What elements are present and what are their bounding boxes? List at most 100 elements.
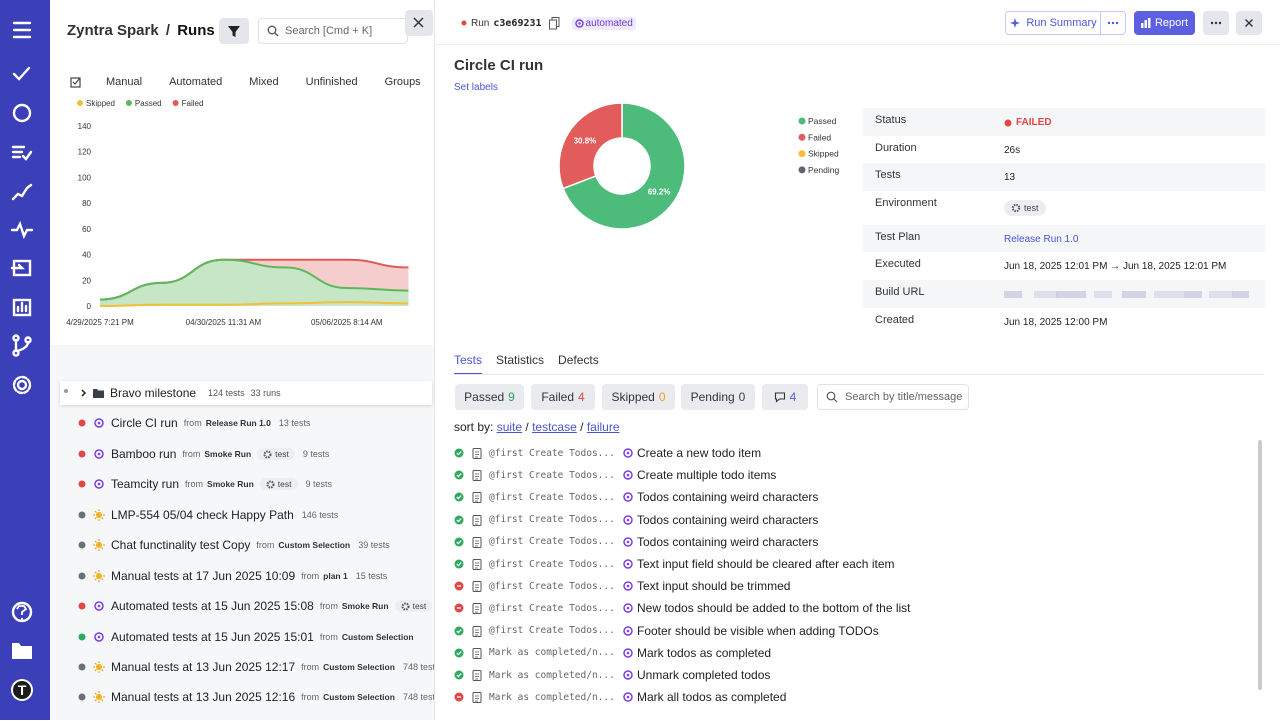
run-row[interactable]: Automated tests at 15 Jun 2025 15:01from… — [75, 627, 414, 647]
clipboard-lines — [475, 630, 479, 635]
test-row[interactable]: @first Create Todos...Todos containing w… — [454, 487, 818, 507]
run-name[interactable]: Automated tests at 15 Jun 2025 15:08 — [111, 599, 314, 613]
run-row[interactable]: Circle CI runfromRelease Run 1.013 tests — [75, 413, 310, 433]
search-box[interactable]: Search [Cmd + K] — [258, 18, 408, 44]
status-dot-shape — [1005, 119, 1012, 126]
run-row[interactable]: Manual tests at 13 Jun 2025 12:16fromCus… — [75, 687, 435, 707]
run-type-tab[interactable]: Groups — [385, 76, 421, 88]
test-suite: Mark as completed/n... — [489, 670, 621, 681]
run-type-tab[interactable]: Mixed — [249, 76, 278, 88]
run-status-dot — [79, 634, 86, 641]
more-button[interactable] — [1203, 11, 1229, 35]
detail-value: 13 — [1004, 172, 1015, 183]
test-row[interactable]: Mark as completed/n...Mark todos as comp… — [454, 643, 771, 663]
run-source: Smoke Run — [207, 479, 254, 489]
run-tag: test — [260, 478, 298, 490]
run-tests: 146 tests — [302, 510, 339, 520]
run-type-tab[interactable]: Manual — [106, 76, 142, 88]
run-name[interactable]: LMP-554 05/04 check Happy Path — [111, 508, 294, 522]
close-panel-button[interactable] — [405, 10, 433, 36]
test-row[interactable]: @first Create Todos...Footer should be v… — [454, 621, 879, 641]
test-row[interactable]: @first Create Todos...Todos containing w… — [454, 510, 818, 530]
run-row[interactable]: LMP-554 05/04 check Happy Path 146 tests — [75, 505, 338, 525]
automated-icon-core — [98, 422, 101, 425]
run-tag-label: test — [275, 449, 289, 459]
sort-suite[interactable]: suite — [497, 420, 522, 434]
manual-icon — [96, 664, 102, 670]
filter-button[interactable] — [219, 18, 249, 44]
test-status-icons — [454, 513, 486, 527]
status-filter[interactable]: Passed9 — [455, 384, 524, 410]
group-header[interactable]: Bravo milestone 124 tests 33 runs — [60, 381, 432, 405]
test-row[interactable]: @first Create Todos...Text input should … — [454, 576, 790, 596]
detail-tab[interactable]: Defects — [558, 353, 599, 375]
status-filter[interactable]: Pending 0 — [681, 384, 755, 410]
run-tag-label: test — [413, 601, 427, 611]
run-name[interactable]: Manual tests at 13 Jun 2025 12:17 — [111, 660, 295, 674]
run-name[interactable]: Teamcity run — [111, 477, 179, 491]
test-status-icons — [454, 624, 486, 638]
legend-swatch — [77, 100, 83, 106]
run-row[interactable]: Chat functinality test CopyfromCustom Se… — [75, 535, 390, 555]
detail-value[interactable]: Release Run 1.0 — [1004, 234, 1079, 245]
x-tick-label: 05/06/2025 8:14 AM — [311, 318, 383, 327]
run-name[interactable]: Manual tests at 17 Jun 2025 10:09 — [111, 569, 295, 583]
run-name[interactable]: Chat functinality test Copy — [111, 538, 250, 552]
donut-legend-label: Passed — [808, 116, 837, 126]
run-name[interactable]: Circle CI run — [111, 416, 178, 430]
select-icon[interactable] — [69, 75, 83, 89]
run-tests: 9 tests — [303, 449, 330, 459]
sort-testcase[interactable]: testcase — [532, 420, 577, 434]
detail-tab[interactable]: Statistics — [496, 353, 544, 375]
run-name[interactable]: Manual tests at 13 Jun 2025 12:16 — [111, 690, 295, 704]
filter-label: Failed — [541, 390, 574, 404]
test-row[interactable]: @first Create Todos...Todos containing w… — [454, 532, 818, 552]
run-row[interactable]: Bamboo runfromSmoke Runtest9 tests — [75, 444, 329, 464]
test-row[interactable]: @first Create Todos...New todos should b… — [454, 598, 911, 618]
filter-count: 0 — [739, 390, 746, 404]
automated-icon-core — [98, 483, 101, 486]
sort-failure[interactable]: failure — [587, 420, 620, 434]
filter-label: Pending — [691, 390, 735, 404]
y-tick-label: 40 — [82, 251, 91, 260]
group-runs: 33 runs — [251, 388, 281, 398]
tests-search[interactable]: Search by title/message — [817, 384, 969, 410]
test-row[interactable]: @first Create Todos...Create multiple to… — [454, 465, 776, 485]
set-labels-link[interactable]: Set labels — [454, 82, 498, 93]
run-from: from — [320, 601, 338, 611]
run-name[interactable]: Automated tests at 15 Jun 2025 15:01 — [111, 630, 314, 644]
status-filter[interactable]: Skipped0 — [602, 384, 675, 410]
test-row[interactable]: @first Create Todos...Create a new todo … — [454, 443, 761, 463]
brand[interactable]: Zyntra Spark — [67, 22, 159, 39]
gear-icon — [401, 602, 410, 611]
comments-filter[interactable]: 4 — [762, 384, 808, 410]
run-row[interactable]: Manual tests at 17 Jun 2025 10:09frompla… — [75, 566, 387, 586]
automated-icon — [621, 579, 635, 593]
test-row[interactable]: @first Create Todos...Text input field s… — [454, 554, 894, 574]
test-status-icon — [455, 471, 464, 480]
summary-more-button[interactable] — [1100, 11, 1126, 35]
detail-tab[interactable]: Tests — [454, 353, 482, 375]
run-type-tab[interactable]: Unfinished — [306, 76, 358, 88]
test-row[interactable]: Mark as completed/n...Mark all todos as … — [454, 687, 786, 707]
report-button[interactable]: Report — [1134, 11, 1195, 35]
copy-icon[interactable] — [548, 16, 562, 30]
automated-icon — [621, 535, 635, 549]
run-row[interactable]: Manual tests at 13 Jun 2025 12:17fromCus… — [75, 657, 435, 677]
dots-icon — [1210, 21, 1222, 25]
test-row[interactable]: Mark as completed/n...Unmark completed t… — [454, 665, 770, 685]
filter-count: 4 — [578, 390, 585, 404]
run-row[interactable]: Teamcity runfromSmoke Runtest9 tests — [75, 474, 332, 494]
blur-block — [1056, 291, 1086, 298]
status-filter[interactable]: Failed 4 — [531, 384, 595, 410]
run-status-dot — [79, 542, 86, 549]
run-summary-button[interactable]: Run Summary — [1005, 11, 1101, 35]
test-title: Todos containing weird characters — [637, 490, 818, 504]
close-button[interactable] — [1236, 11, 1262, 35]
run-row[interactable]: Automated tests at 15 Jun 2025 15:08 from… — [75, 596, 432, 616]
run-type-tab[interactable]: Automated — [169, 76, 222, 88]
automated-icon — [621, 513, 635, 527]
run-name[interactable]: Bamboo run — [111, 447, 176, 461]
detail-label: Build URL — [875, 286, 925, 298]
